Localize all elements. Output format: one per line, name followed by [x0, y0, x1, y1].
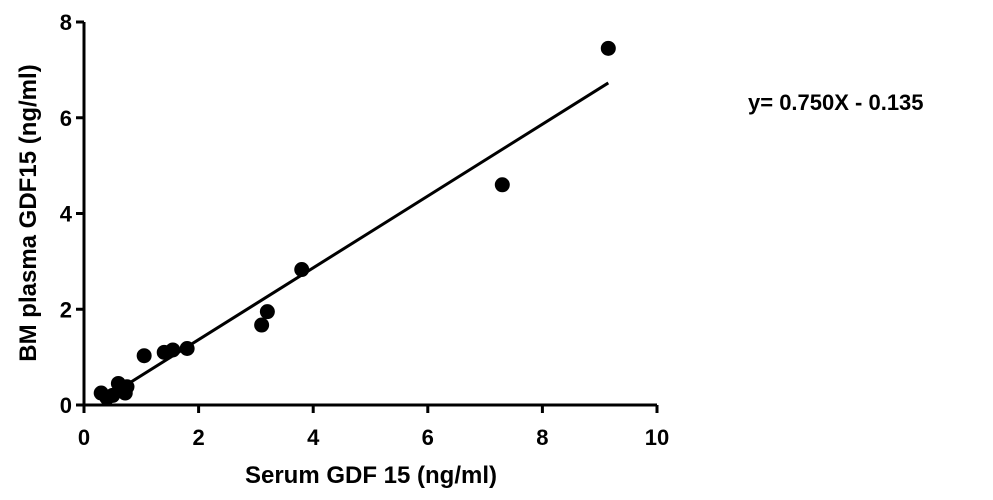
x-tick-label: 2 [192, 425, 204, 450]
y-tick-label: 0 [60, 393, 72, 418]
data-point [136, 348, 152, 364]
regression-equation: y= 0.750X - 0.135 [748, 90, 924, 115]
y-tick-label: 8 [60, 10, 72, 35]
y-tick-label: 2 [60, 297, 72, 322]
y-axis-title: BM plasma GDF15 (ng/ml) [15, 64, 42, 361]
ticks: 0 2 4 6 8 10 0 2 4 6 8 [60, 10, 669, 450]
data-points [93, 40, 616, 406]
x-tick-label: 4 [307, 425, 320, 450]
x-axis-title: Serum GDF 15 (ng/ml) [245, 462, 497, 489]
y-tick-label: 6 [60, 106, 72, 131]
data-point [259, 304, 275, 320]
y-tick-label: 4 [60, 202, 73, 227]
data-point [494, 177, 510, 193]
data-point [254, 317, 270, 333]
x-tick-label: 6 [422, 425, 434, 450]
regression-line [117, 81, 610, 392]
data-point [600, 40, 616, 56]
data-point [165, 342, 181, 358]
data-point [119, 379, 135, 395]
x-tick-label: 0 [78, 425, 90, 450]
x-tick-label: 10 [645, 425, 669, 450]
data-point [294, 262, 310, 278]
data-point [105, 387, 121, 403]
data-point [179, 341, 195, 357]
x-tick-label: 8 [536, 425, 548, 450]
